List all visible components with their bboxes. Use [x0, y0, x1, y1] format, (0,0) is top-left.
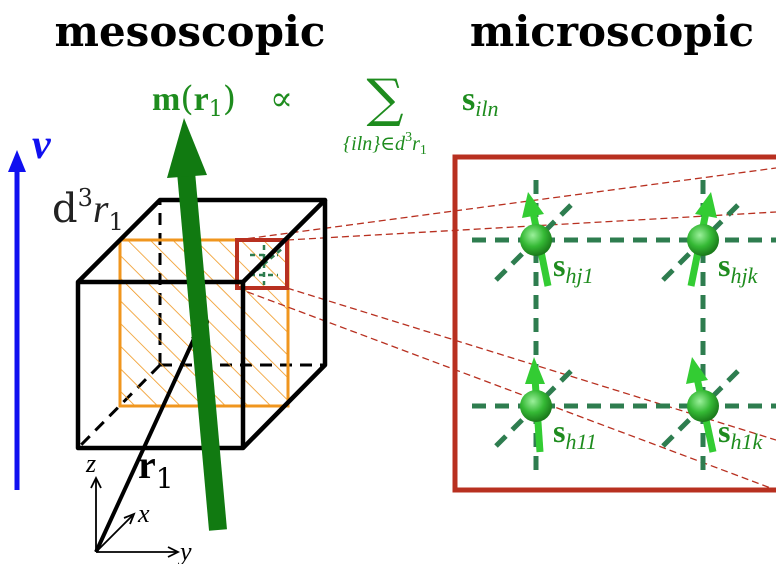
heading-microscopic: microscopic: [470, 7, 754, 56]
eq-r-sub: 1: [209, 97, 223, 122]
position-label: r1: [138, 442, 174, 495]
spin-label-h1k-s: s: [718, 413, 730, 449]
eq-open: (: [180, 79, 193, 119]
heading-mesoscopic: mesoscopic: [55, 7, 326, 56]
subvolume-box: [235, 238, 289, 290]
spin-hj1: [520, 192, 552, 287]
cube-visible-edges: [75, 197, 328, 451]
eq-sum-index-sup: 3: [405, 130, 412, 145]
spin-label-hjk-sub: hjk: [730, 263, 758, 288]
spin-label-h11-sub: h11: [565, 429, 596, 454]
volume-label-d: d: [52, 186, 78, 232]
eq-proportional: ∝: [270, 79, 293, 119]
zoom-guides: [236, 167, 776, 491]
axis-y-label: y: [177, 537, 192, 564]
spin-label-h1k-sub: h1k: [730, 429, 763, 454]
coordinate-axes: [90, 475, 181, 558]
volume-label-sup: 3: [78, 184, 93, 212]
spin-hjk: [687, 192, 719, 287]
volume-label-r: r: [93, 186, 109, 231]
spin-label-h11-s: s: [553, 413, 565, 449]
eq-r: r: [194, 81, 209, 118]
spin-label-h1k: sh1k: [718, 413, 763, 454]
microscopic-frame: [452, 154, 776, 493]
spin-label-hj1-sub: hj1: [565, 263, 593, 288]
eq-sum-index-r: r: [412, 133, 420, 155]
eq-sum-index-sub: 1: [420, 143, 427, 158]
eq-sum-symbol: ∑: [366, 69, 403, 129]
eq-close: ): [223, 79, 236, 119]
spin-label-hj1-s: s: [553, 247, 565, 283]
eq-s: s: [462, 81, 475, 118]
svg-text:siln: siln: [462, 81, 498, 121]
nu-label: ν: [32, 122, 52, 168]
svg-text:m(r1): m(r1): [152, 79, 236, 122]
position-label-sub: 1: [156, 462, 174, 495]
spin-h11: [520, 357, 552, 453]
svg-text:{iln}∈d3r1: {iln}∈d3r1: [343, 130, 427, 158]
volume-label: d3r1: [52, 184, 124, 236]
spin-label-hj1: shj1: [553, 247, 594, 288]
spin-label-h11: sh11: [553, 413, 597, 454]
spin-h1k: [686, 357, 719, 453]
nu-arrow: [8, 150, 26, 490]
spin-label-hjk: shjk: [718, 247, 759, 288]
spin-label-hjk-s: s: [718, 247, 730, 283]
magnetization-arrow: [167, 118, 227, 531]
volume-label-sub: 1: [108, 208, 123, 236]
eq-s-sub: iln: [475, 96, 498, 121]
axis-x-label: x: [137, 499, 150, 528]
axis-z-label: z: [85, 449, 96, 478]
magnetization-equation: m(r1) ∝ ∑ {iln}∈d3r1 siln: [152, 69, 498, 158]
eq-sum-index: {iln}∈d: [343, 133, 406, 155]
position-label-r: r: [138, 442, 156, 487]
eq-m: m: [152, 81, 180, 118]
